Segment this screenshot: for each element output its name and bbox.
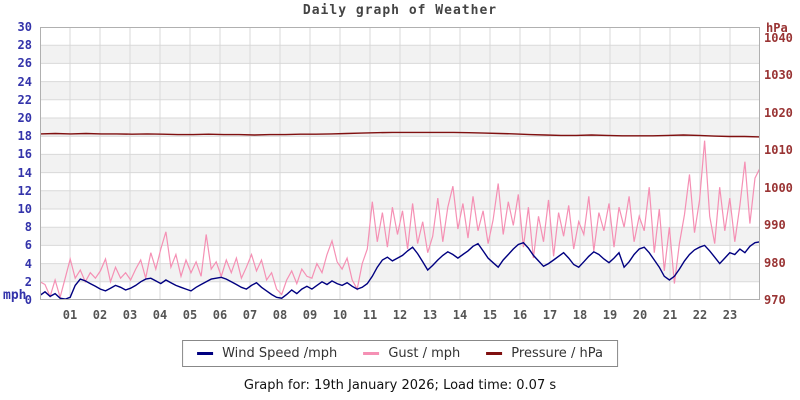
series-line-wind-speed-mph: [40, 241, 760, 300]
x-tick-23: 23: [722, 308, 738, 322]
y-tick-right-1030: 1030: [764, 68, 793, 82]
series-line-pressure-hpa: [40, 131, 760, 138]
y-tick-left-20: 20: [17, 111, 32, 125]
legend-item-gust: Gust / mph: [363, 346, 460, 361]
y-tick-left-22: 22: [17, 92, 32, 107]
y-tick-left-8: 8: [24, 220, 32, 235]
x-tick-15: 15: [482, 308, 498, 322]
y-axis-left-unit-label: mph: [3, 288, 27, 303]
weather-chart-canvas: [40, 27, 760, 300]
y-tick-right-1040: 1040: [764, 30, 793, 45]
y-tick-left-4: 4: [24, 256, 32, 271]
chart-title: Daily graph of Weather: [302, 3, 498, 18]
y-tick-left-0: 0: [24, 293, 32, 307]
x-tick-02: 02: [92, 308, 108, 322]
y-axis-right-hpa: 970 980 990 1000 1010 1020 1030 1040: [764, 27, 800, 307]
y-tick-left-24: 24: [17, 74, 32, 89]
y-tick-left-30: 30: [17, 20, 32, 34]
gust-line-swatch-icon: [363, 352, 380, 355]
y-tick-left-12: 12: [17, 183, 32, 198]
chart-legend: Wind Speed /mph Gust / mph Pressure / hP…: [182, 340, 618, 367]
x-tick-22: 22: [692, 308, 708, 322]
x-tick-03: 03: [122, 308, 138, 322]
x-tick-21: 21: [662, 308, 678, 322]
x-tick-20: 20: [632, 308, 648, 322]
legend-label-gust: Gust / mph: [388, 346, 461, 361]
series-line-gust-mph: [40, 140, 760, 300]
y-tick-left-18: 18: [17, 129, 32, 144]
x-tick-08: 08: [272, 308, 288, 322]
y-tick-right-1000: 1000: [764, 180, 793, 195]
y-tick-right-990: 990: [764, 218, 786, 232]
legend-label-wind-speed: Wind Speed /mph: [222, 346, 338, 361]
y-tick-right-1020: 1020: [764, 105, 793, 120]
y-axis-left-mph: 0 2 4 6 8 10 12 14 16 18 20 22 24 26 28 30: [0, 21, 36, 306]
plot-area: [40, 27, 760, 300]
x-tick-06: 06: [212, 308, 228, 322]
y-axis-right-unit-label: hPa: [766, 21, 788, 35]
legend-item-wind-speed: Wind Speed /mph: [197, 346, 337, 361]
y-tick-left-14: 14: [17, 165, 32, 180]
x-tick-19: 19: [602, 308, 618, 322]
y-tick-right-1010: 1010: [764, 143, 793, 157]
x-tick-13: 13: [422, 308, 438, 322]
x-tick-01: 01: [62, 308, 78, 322]
x-tick-10: 10: [332, 308, 348, 322]
legend-item-pressure: Pressure / hPa: [486, 346, 603, 361]
x-tick-12: 12: [392, 308, 408, 322]
y-tick-right-970: 970: [764, 293, 786, 307]
y-tick-left-2: 2: [24, 274, 32, 289]
x-tick-05: 05: [182, 308, 198, 322]
x-tick-09: 09: [302, 308, 318, 322]
wind-speed-line-swatch-icon: [197, 352, 214, 355]
y-tick-left-16: 16: [17, 147, 32, 162]
x-tick-16: 16: [512, 308, 528, 322]
x-tick-18: 18: [572, 308, 588, 322]
legend-label-pressure: Pressure / hPa: [511, 346, 603, 361]
y-tick-left-26: 26: [17, 56, 32, 71]
graph-footer-text: Graph for: 19th January 2026; Load time:…: [243, 378, 557, 393]
y-tick-left-6: 6: [24, 238, 32, 253]
x-tick-14: 14: [452, 308, 468, 322]
y-tick-left-10: 10: [17, 202, 32, 216]
x-tick-17: 17: [542, 308, 558, 322]
y-tick-left-28: 28: [17, 38, 32, 53]
y-tick-right-980: 980: [764, 255, 786, 270]
x-tick-11: 11: [362, 308, 378, 322]
x-tick-07: 07: [242, 308, 258, 322]
x-tick-04: 04: [152, 308, 168, 322]
plot-border: [40, 27, 760, 300]
pressure-line-swatch-icon: [486, 352, 503, 355]
